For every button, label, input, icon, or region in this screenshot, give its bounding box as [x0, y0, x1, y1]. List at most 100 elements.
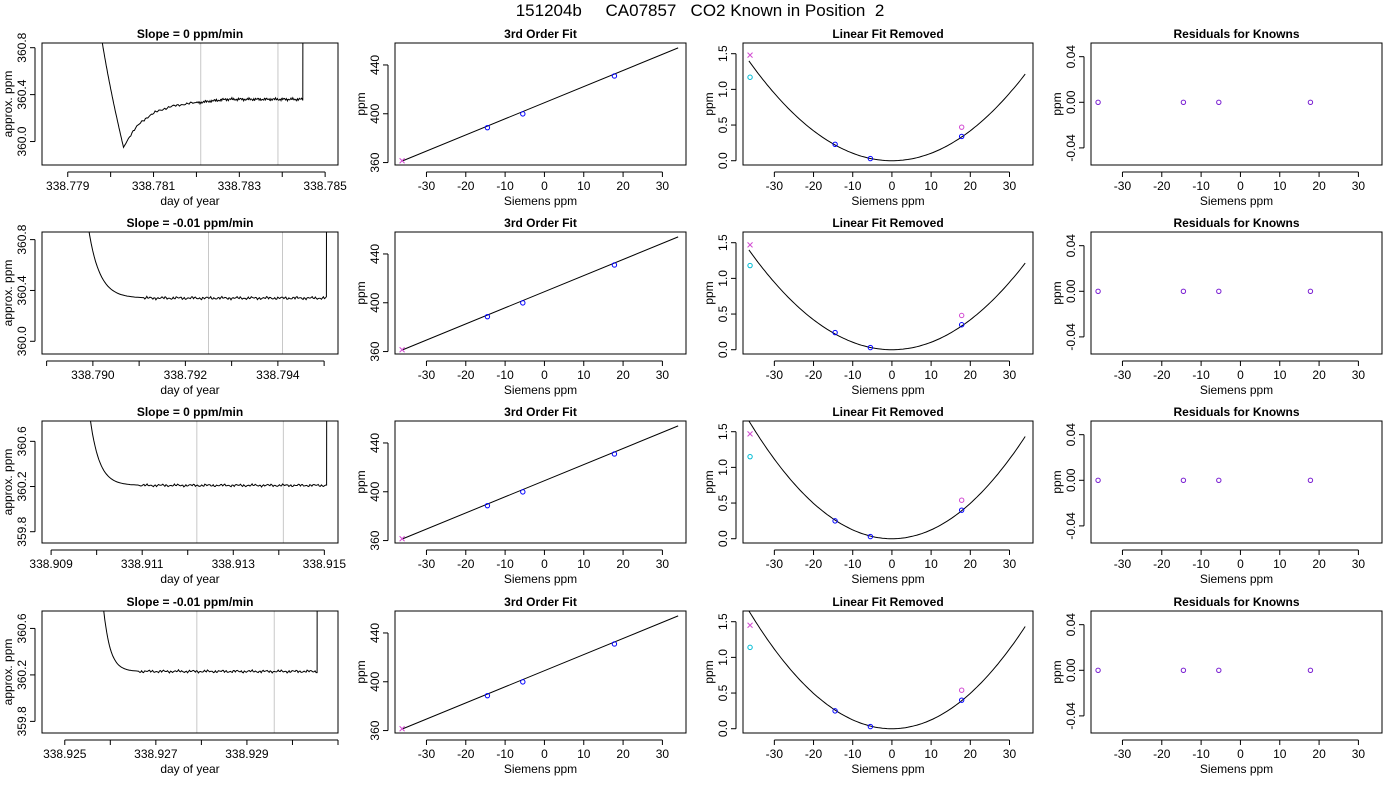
y-tick-label: 0.0	[716, 152, 730, 169]
plot-frame	[742, 42, 1034, 166]
data-point	[958, 312, 965, 319]
x-axis: -30 -20 -10 0 10 20 30	[418, 739, 669, 761]
linear-removed-panel: -30 -20 -10 0 10 20 30 0.0 0.5 1.0 1.5 Linear Fit R…	[702, 405, 1034, 586]
x-tick-label: 10	[577, 557, 591, 571]
y-axis: -0.04 0.00 0.04	[1064, 234, 1085, 351]
y-tick-label: 360.6	[15, 426, 29, 456]
plot-frame	[394, 420, 687, 544]
x-tick-label: 30	[1003, 557, 1017, 571]
x-tick-label: -30	[1114, 747, 1132, 761]
linear-removed-panel: -30 -20 -10 0 10 20 30 0.0 0.5 1.0 1.5 Linear Fit R…	[702, 27, 1034, 208]
y-tick-label: 360.2	[15, 471, 29, 501]
x-tick-label: 20	[964, 179, 978, 193]
data-point	[484, 502, 491, 509]
x-axis: 338.790 338.792 338.794	[46, 360, 325, 382]
row-4: 338.925 338.927 338.929 359.8 360.2 360.6 Slop…	[1, 595, 1383, 776]
x-tick-label: -10	[1192, 557, 1210, 571]
x-tick-label: -20	[457, 747, 475, 761]
y-axis: -0.04 0.00 0.04	[1064, 45, 1085, 162]
x-tick-label: 338.929	[225, 747, 269, 761]
data-point	[958, 322, 965, 328]
plot-frame	[1090, 231, 1383, 355]
x-axis-label: Siemens ppm	[1200, 194, 1273, 208]
y-axis: -0.04 0.00 0.04	[1064, 423, 1085, 540]
panel-title: Slope = -0.01 ppm/min	[126, 595, 253, 609]
data-point	[520, 111, 526, 117]
y-tick-label: 0.0	[716, 341, 730, 358]
panel-title: Linear Fit Removed	[832, 27, 943, 41]
x-tick-label: -30	[766, 747, 784, 761]
x-tick-label: 0	[541, 747, 548, 761]
x-tick-label: -30	[1114, 368, 1132, 382]
y-tick-label: -0.04	[1064, 323, 1078, 351]
y-tick-label: 360	[368, 152, 382, 172]
data-point	[520, 489, 526, 495]
x-tick-label: 0	[889, 179, 896, 193]
trace-line	[101, 43, 304, 149]
y-tick-label: 1.5	[716, 613, 730, 630]
y-tick-label: 1.0	[716, 270, 730, 287]
x-tick-label: 338.785	[303, 179, 347, 193]
x-axis: -30 -20 -10 0 10 20 30	[766, 549, 1017, 571]
x-tick-label: 10	[577, 747, 591, 761]
x-axis: -30 -20 -10 0 10 20 30	[766, 739, 1016, 761]
y-tick-label: 1.0	[716, 459, 730, 476]
x-tick-label: -20	[1153, 557, 1171, 571]
x-tick-label: 338.790	[71, 368, 115, 382]
data-point	[611, 262, 618, 268]
x-tick-label: 20	[1312, 747, 1326, 761]
data-point	[484, 124, 491, 131]
x-tick-label: 10	[924, 368, 938, 382]
panel-title: Linear Fit Removed	[832, 405, 943, 419]
x-axis-label: day of year	[160, 383, 219, 397]
x-tick-label: -10	[844, 179, 862, 193]
panel-title: 3rd Order Fit	[504, 595, 577, 609]
x-tick-label: 10	[577, 368, 591, 382]
data-point	[1307, 288, 1314, 294]
x-axis-label: Siemens ppm	[851, 572, 924, 586]
panel-title: Linear Fit Removed	[832, 595, 943, 609]
x-axis: -30 -20 -10 0 10 20 30	[418, 171, 669, 193]
data-point	[832, 518, 838, 524]
y-axis: 0.0 0.5 1.0 1.5	[716, 234, 737, 358]
x-axis-label: day of year	[160, 572, 219, 586]
y-tick-label: 1.5	[716, 234, 730, 251]
y-tick-label: 0.0	[716, 720, 730, 737]
data-point	[1216, 667, 1222, 673]
y-axis-label: ppm	[702, 281, 716, 304]
y-axis-label: ppm	[702, 660, 716, 683]
y-tick-label: 360.4	[15, 79, 29, 109]
y-tick-label: 400	[368, 671, 382, 691]
plot-frame	[41, 420, 339, 544]
x-axis-label: Siemens ppm	[1200, 383, 1273, 397]
panel-title: 3rd Order Fit	[504, 216, 577, 230]
y-tick-label: 1.0	[716, 81, 730, 98]
x-axis-label: Siemens ppm	[851, 383, 924, 397]
data-point	[832, 141, 838, 148]
x-tick-label: 0	[541, 179, 548, 193]
x-tick-label: 10	[924, 557, 938, 571]
trace-line	[90, 421, 328, 488]
panel-title: Slope = 0 ppm/min	[137, 405, 243, 419]
data-point	[958, 124, 965, 130]
data-point	[747, 262, 753, 269]
data-point	[1307, 477, 1314, 483]
fit-line	[402, 425, 679, 540]
fit3-panel: -30 -20 -10 0 10 20 30 360 400 440 3rd Order Fit Si…	[354, 27, 687, 208]
x-tick-label: 0	[1237, 557, 1244, 571]
x-tick-label: -20	[805, 747, 823, 761]
y-axis-label: ppm	[1050, 660, 1064, 683]
row-3: 338.909 338.911 338.913 338.915 359.8 360.2 36…	[1, 405, 1383, 586]
x-axis-label: Siemens ppm	[504, 383, 577, 397]
x-axis-label: Siemens ppm	[1200, 572, 1273, 586]
y-axis: 360.0 360.4 360.8	[15, 224, 36, 356]
y-tick-label: 360.2	[15, 660, 29, 690]
x-tick-label: -20	[457, 179, 475, 193]
x-tick-label: 20	[964, 557, 978, 571]
data-point	[867, 723, 874, 730]
data-point	[1307, 667, 1314, 673]
y-axis-label: ppm	[354, 660, 368, 683]
x-tick-label: 10	[577, 179, 591, 193]
data-point	[1216, 477, 1222, 483]
y-tick-label: 1.5	[716, 423, 730, 440]
